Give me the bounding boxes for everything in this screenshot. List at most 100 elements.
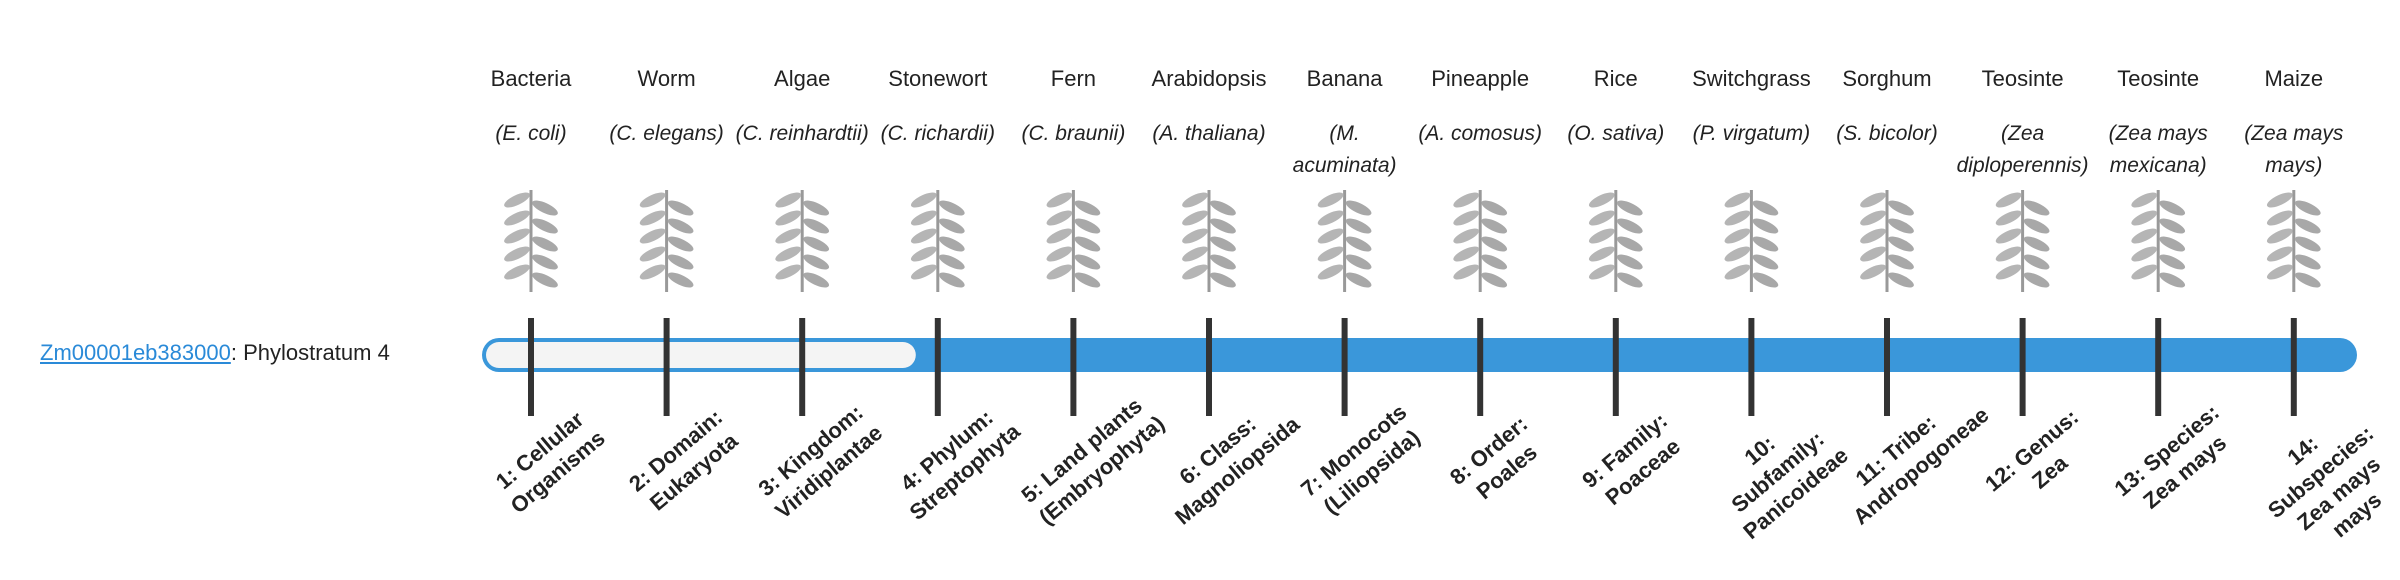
species-name: (C. elegans) — [609, 122, 724, 145]
leaf — [1046, 246, 1073, 262]
leaf — [910, 228, 937, 244]
leaf — [1453, 192, 1480, 208]
leaf — [1453, 210, 1480, 226]
leaf — [775, 210, 802, 226]
leaf — [1724, 192, 1751, 208]
leaf — [1317, 192, 1344, 208]
leaf — [1453, 264, 1480, 280]
species-name: (S. bicolor) — [1836, 122, 1938, 145]
leaf — [2266, 192, 2293, 208]
leaf — [1860, 264, 1886, 280]
leaf — [1046, 264, 1073, 280]
organism-image — [775, 190, 830, 292]
separator: : — [230, 340, 237, 365]
leaf — [1724, 264, 1751, 280]
leaf — [667, 236, 694, 252]
leaf — [910, 246, 937, 262]
leaf — [2266, 264, 2293, 280]
leaf — [1995, 228, 2022, 244]
leaf — [1860, 210, 1886, 226]
leaf — [1588, 246, 1615, 262]
leaf — [775, 192, 802, 208]
leaf — [532, 272, 558, 288]
leaf — [1888, 236, 1914, 252]
organism-name: Sorghum — [1842, 66, 1932, 91]
leaf — [1888, 218, 1914, 234]
leaf — [1616, 272, 1643, 288]
leaf — [667, 272, 694, 288]
species-name: (A. thaliana) — [1152, 122, 1266, 145]
leaf — [1182, 246, 1208, 262]
leaf — [2294, 254, 2321, 270]
phylostratum-label: Phylostratum — [243, 340, 372, 365]
leaf — [1074, 200, 1101, 216]
organism-image — [2266, 190, 2321, 292]
leaf — [1046, 210, 1073, 226]
leaf — [504, 246, 530, 262]
leaf — [667, 200, 694, 216]
leaf — [1074, 254, 1101, 270]
leaf — [1724, 246, 1751, 262]
organism-name: Teosinte — [1981, 66, 2064, 91]
leaf — [1860, 228, 1886, 244]
leaf — [1616, 236, 1643, 252]
leaf — [2266, 228, 2293, 244]
leaf — [1616, 218, 1643, 234]
leaf — [1588, 210, 1615, 226]
leaf — [2023, 272, 2050, 288]
organism-image — [1317, 190, 1372, 292]
leaf — [2294, 236, 2321, 252]
leaf — [1182, 228, 1208, 244]
organism-name: Teosinte — [2117, 66, 2200, 91]
species-name: (A. comosus) — [1418, 122, 1543, 145]
leaf — [2131, 192, 2158, 208]
organism-name: Bacteria — [490, 66, 572, 91]
leaf — [1210, 236, 1236, 252]
leaf — [803, 272, 830, 288]
leaf — [1210, 254, 1236, 270]
leaf — [1995, 192, 2022, 208]
leaf — [1724, 228, 1751, 244]
organism-image — [1588, 190, 1643, 292]
leaf — [1453, 228, 1480, 244]
leaf — [1210, 200, 1236, 216]
leaf — [1588, 264, 1615, 280]
gene-link[interactable]: Zm00001eb383000 — [40, 340, 231, 365]
leaf — [1481, 236, 1508, 252]
leaf — [1588, 228, 1615, 244]
leaf — [1074, 272, 1101, 288]
leaf — [1888, 200, 1914, 216]
leaf — [1860, 192, 1886, 208]
leaf — [2023, 200, 2050, 216]
organism-image — [1860, 190, 1914, 292]
leaf — [1995, 246, 2022, 262]
leaf — [1317, 264, 1344, 280]
leaf — [1616, 254, 1643, 270]
leaf — [1317, 228, 1344, 244]
leaf — [803, 218, 830, 234]
organism-name: Pineapple — [1431, 66, 1530, 91]
leaf — [2266, 210, 2293, 226]
organism-name: Algae — [774, 66, 831, 91]
species-name: (P. virgatum) — [1692, 122, 1811, 145]
leaf — [1481, 218, 1508, 234]
leaf — [2131, 210, 2158, 226]
leaf — [504, 192, 530, 208]
leaf — [2159, 272, 2186, 288]
leaf — [775, 264, 802, 280]
leaf — [532, 254, 558, 270]
leaf — [1481, 254, 1508, 270]
leaf — [775, 246, 802, 262]
leaf — [639, 192, 666, 208]
leaf — [667, 218, 694, 234]
organism-name: Arabidopsis — [1151, 66, 1267, 91]
species-name: (C. richardii) — [880, 122, 995, 145]
leaf — [532, 218, 558, 234]
leaf — [1210, 218, 1236, 234]
leaf — [2159, 236, 2186, 252]
leaf — [1888, 272, 1914, 288]
leaf — [504, 264, 530, 280]
leaf — [803, 236, 830, 252]
leaf — [1317, 210, 1344, 226]
leaf — [775, 228, 802, 244]
